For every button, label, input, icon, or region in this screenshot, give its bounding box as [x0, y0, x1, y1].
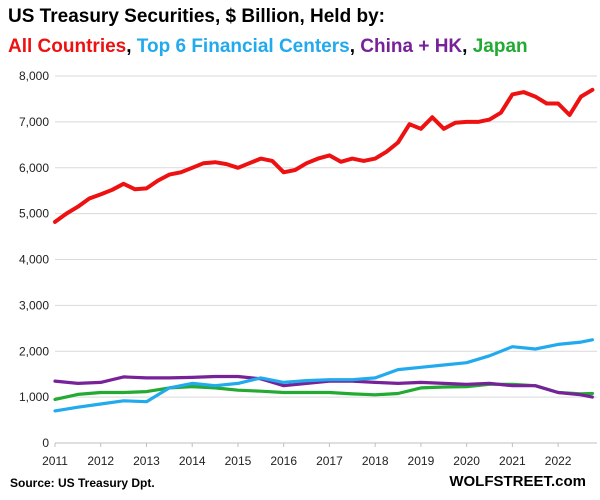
x-tick-label: 2012 — [87, 454, 114, 468]
y-tick-label: 7,000 — [19, 115, 49, 129]
legend-china-hk: China + HK — [360, 36, 463, 57]
brand-logo-text: WOLFSTREET.com — [449, 473, 586, 490]
legend-separator: , — [126, 36, 137, 57]
legend-separator: , — [462, 36, 473, 57]
y-tick-label: 6,000 — [19, 161, 49, 175]
legend-top6-financial-centers: Top 6 Financial Centers — [136, 36, 350, 57]
legend-japan: Japan — [472, 36, 528, 57]
x-tick-label: 2019 — [408, 454, 435, 468]
y-tick-label: 1,000 — [19, 390, 49, 404]
y-tick-label: 5,000 — [19, 207, 49, 221]
x-tick-label: 2017 — [316, 454, 343, 468]
legend: All Countries, Top 6 Financial Centers, … — [8, 36, 528, 58]
y-tick-label: 8,000 — [19, 69, 49, 83]
series-line-top-6-financial-centers — [53, 338, 595, 413]
x-tick-label: 2014 — [179, 454, 206, 468]
y-tick-label: 4,000 — [19, 253, 49, 267]
y-tick-label: 0 — [42, 436, 49, 450]
y-tick-label: 2,000 — [19, 344, 49, 358]
chart-title: US Treasury Securities, $ Billion, Held … — [8, 6, 385, 27]
x-tick-label: 2022 — [545, 454, 572, 468]
x-tick-label: 2016 — [270, 454, 297, 468]
x-tick-label: 2015 — [225, 454, 252, 468]
x-tick-label: 2020 — [453, 454, 480, 468]
line-chart: 0 1,000 2,000 3,000 4,000 5,000 6,000 7,000 8,00… — [19, 69, 597, 468]
x-tick-label: 2011 — [42, 454, 68, 468]
series-line-all-countries — [53, 87, 595, 224]
legend-separator: , — [349, 36, 361, 57]
y-tick-label: 3,000 — [19, 298, 49, 312]
source-note: Source: US Treasury Dpt. — [10, 476, 155, 490]
x-tick-label: 2018 — [362, 454, 389, 468]
legend-all-countries: All Countries — [8, 36, 127, 57]
x-tick-label: 2021 — [499, 454, 526, 468]
x-tick-label: 2013 — [133, 454, 160, 468]
